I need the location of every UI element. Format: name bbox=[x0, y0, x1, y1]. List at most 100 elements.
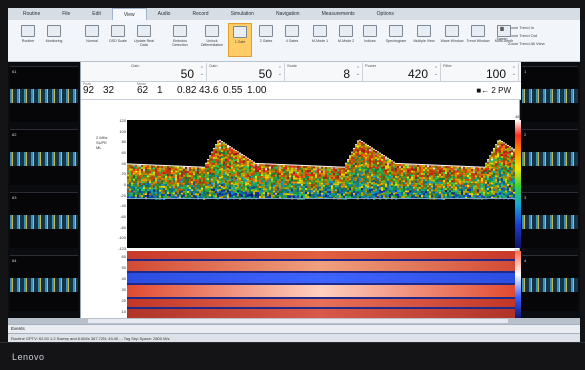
ribbon-mmode-2-button[interactable]: M-Mode 2 bbox=[334, 23, 358, 57]
menu-item-measurements[interactable]: Measurements bbox=[321, 11, 355, 17]
channel-strip[interactable]: 2 bbox=[522, 129, 578, 185]
spectrum-pixel bbox=[417, 194, 419, 197]
param-spinner[interactable]: ⌃ ⌄ bbox=[199, 66, 204, 77]
param-spinner[interactable]: ⌃ ⌄ bbox=[355, 66, 360, 77]
doppler-spectrum[interactable] bbox=[127, 120, 515, 248]
spectrum-pixel bbox=[493, 186, 495, 189]
channel-strip[interactable]: 64 bbox=[10, 255, 78, 311]
menu-item-view[interactable]: View bbox=[111, 8, 147, 20]
spectrum-pixel bbox=[301, 189, 303, 192]
mode-indicator[interactable]: ■← 2 PW bbox=[476, 86, 511, 95]
ribbon-lightning-button[interactable]: Update Real Data bbox=[132, 23, 156, 57]
spectrum-pixel bbox=[305, 194, 307, 197]
channel-strip[interactable]: 62 bbox=[10, 129, 78, 185]
ribbon-depth-button[interactable]: Multi-Depth bbox=[492, 23, 516, 57]
menu-item-navigation[interactable]: Navigation bbox=[275, 11, 300, 17]
spectrum-pixel bbox=[453, 166, 455, 169]
mmode-band bbox=[127, 251, 515, 259]
spectrum-pixel bbox=[167, 176, 169, 179]
spectrum-pixel bbox=[129, 194, 131, 197]
spectrum-pixel bbox=[233, 149, 235, 152]
spectrum-pixel bbox=[237, 164, 239, 167]
spectrum-pixel bbox=[383, 178, 385, 181]
spectrum-pixel bbox=[305, 168, 307, 171]
scrollbar-thumb[interactable] bbox=[88, 319, 508, 323]
spectrum-envelope bbox=[203, 166, 205, 168]
zoom-option[interactable]: Zoom Trend Out bbox=[508, 33, 538, 38]
ribbon-indices-button[interactable]: Indices bbox=[358, 23, 382, 57]
spectrum-pixel bbox=[219, 142, 221, 145]
ribbon-trend-button[interactable]: Trend Window bbox=[466, 23, 490, 57]
ribbon-lock-button[interactable]: Unlock Differentiation bbox=[200, 23, 224, 57]
ribbon-layout-4-button[interactable]: 4 Gates bbox=[280, 23, 304, 57]
spectrum-pixel bbox=[333, 187, 335, 190]
menu-item-record[interactable]: Record bbox=[192, 11, 209, 17]
ribbon-spectrogram-button[interactable]: Spectrogram bbox=[384, 23, 408, 57]
channel-strip[interactable]: 1 bbox=[522, 66, 578, 122]
spectrum-pixel bbox=[215, 177, 217, 180]
spectrum-pixel bbox=[325, 170, 327, 173]
ribbon-waveform-button[interactable]: Normal bbox=[80, 23, 104, 57]
param-spinner[interactable]: ⌃ ⌄ bbox=[277, 66, 282, 77]
spectrum-pixel bbox=[297, 191, 299, 194]
menu-item-options[interactable]: Options bbox=[376, 11, 394, 17]
spectrum-pixel bbox=[473, 195, 475, 198]
ribbon-routine-button[interactable]: Routine bbox=[16, 23, 40, 57]
spectrum-pixel bbox=[305, 182, 307, 185]
channel-strip[interactable]: 63 bbox=[10, 192, 78, 248]
spectrum-pixel bbox=[379, 193, 381, 196]
menu-item-edit[interactable]: Edit bbox=[92, 11, 101, 17]
ribbon-wave-button[interactable]: Wave Window bbox=[440, 23, 464, 57]
param-spinner[interactable]: ⌃ ⌄ bbox=[511, 66, 516, 77]
spectrum-envelope bbox=[289, 164, 291, 166]
param-3[interactable]: Scale 8 ⌃ ⌄ bbox=[285, 63, 363, 81]
ribbon-grid-button[interactable]: Embolus Detection bbox=[168, 23, 192, 57]
spectrum-pixel bbox=[469, 189, 471, 192]
ribbon-layout-1-button[interactable]: 1 Gate bbox=[228, 23, 252, 57]
spectrum-pixel bbox=[241, 186, 243, 189]
param-1[interactable]: Gain 50 ⌃ ⌄ bbox=[129, 63, 207, 81]
spectrum-pixel bbox=[459, 170, 461, 173]
ribbon-scale-button[interactable]: DSD Scale bbox=[106, 23, 130, 57]
spectrum-pixel bbox=[409, 176, 411, 179]
spectrum-pixel bbox=[385, 161, 387, 164]
spectrum-envelope bbox=[219, 139, 221, 141]
spectrum-pixel bbox=[413, 196, 415, 199]
spectrum-pixel bbox=[423, 185, 425, 188]
menu-item-audio[interactable]: Audio bbox=[157, 11, 171, 17]
channel-strip[interactable]: 61 bbox=[10, 66, 78, 122]
menu-item-file[interactable]: File bbox=[62, 11, 71, 17]
ribbon-layout-2-button[interactable]: 2 Gates bbox=[254, 23, 278, 57]
channel-strip[interactable]: 3 bbox=[522, 192, 578, 248]
mmode-display[interactable] bbox=[127, 251, 515, 318]
spectrum-svg bbox=[127, 139, 515, 200]
spectrum-pixel bbox=[193, 189, 195, 192]
ribbon-multiview-button[interactable]: Multiple View bbox=[412, 23, 436, 57]
param-4[interactable]: Power 420 ⌃ ⌄ bbox=[363, 63, 441, 81]
channel-strip[interactable]: 4 bbox=[522, 255, 578, 311]
spectrum-pixel bbox=[497, 173, 499, 176]
param-5[interactable]: Filter 100 ⌃ ⌄ bbox=[441, 63, 519, 81]
spectrum-pixel bbox=[383, 166, 385, 169]
spectrum-pixel bbox=[233, 193, 235, 196]
spectrum-pixel bbox=[473, 181, 475, 184]
menu-item-simulation[interactable]: Simulation bbox=[230, 11, 254, 17]
ribbon-sweep-button[interactable]: ⏸ Sweep bbox=[496, 23, 508, 57]
spectrum-pixel bbox=[369, 175, 371, 178]
spectrum-pixel bbox=[361, 182, 363, 185]
spectrum-pixel bbox=[287, 185, 289, 188]
spectrum-pixel bbox=[457, 170, 459, 173]
spectrum-pixel bbox=[217, 169, 219, 172]
spectrum-pixel bbox=[459, 184, 461, 187]
zoom-option[interactable]: Zoom Trend In bbox=[508, 25, 535, 30]
spectrum-pixel bbox=[405, 186, 407, 189]
events-bar[interactable]: Events bbox=[8, 324, 580, 333]
zoom-option[interactable]: Zoom Trend All View bbox=[508, 41, 545, 46]
ribbon-monitor-button[interactable]: Monitoring bbox=[42, 23, 66, 57]
param-2[interactable]: Gain 50 ⌃ ⌄ bbox=[207, 63, 285, 81]
menu-item-routine[interactable]: Routine bbox=[23, 11, 41, 17]
spectrum-pixel bbox=[141, 173, 143, 176]
spectrum-pixel bbox=[291, 185, 293, 188]
param-spinner[interactable]: ⌃ ⌄ bbox=[433, 66, 438, 77]
ribbon-mmode-1-button[interactable]: M-Mode 1 bbox=[308, 23, 332, 57]
